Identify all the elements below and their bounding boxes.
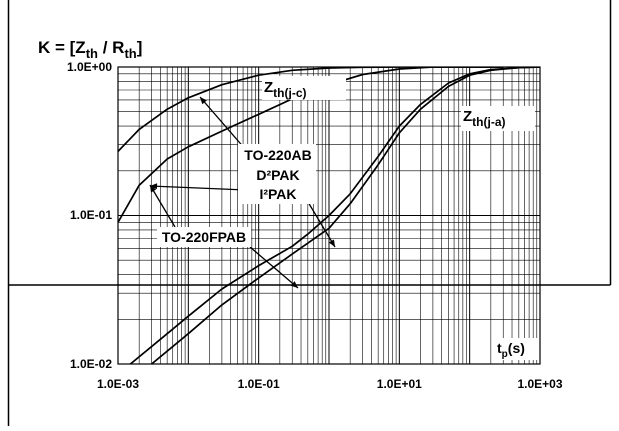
series-line-3 [129, 67, 540, 364]
arrow-to-ab-ja-curve [307, 201, 336, 248]
x-tick-label: 1.0E-03 [97, 377, 139, 391]
arrow-to-fp-jc-curve-head [150, 183, 158, 190]
plot-frame [117, 66, 541, 365]
zthjc-label: Zth(j-c) [264, 79, 307, 100]
arrow-fp-to-jc-curve-head [150, 185, 157, 193]
pkg-label-i2pak: I²PAK [259, 186, 296, 202]
x-tick-label: 1.0E+01 [377, 377, 422, 391]
x-tick-label: 1.0E-01 [238, 377, 280, 391]
y-tick-label: 1.0E-02 [70, 357, 112, 371]
y-tick-label: 1.0E+00 [67, 60, 112, 74]
x-axis-label: tp(s) [497, 340, 525, 360]
grid [118, 67, 540, 364]
series-line-4 [151, 67, 540, 364]
pkg-fp-label-bg [157, 227, 251, 247]
chart-title: K = [Zth / Rth] [38, 38, 142, 61]
y-tick-label: 1.0E-01 [70, 208, 112, 222]
zthja-label: Zth(j-a) [463, 108, 506, 129]
zthjc-label-bg [262, 76, 346, 100]
pkg-label-to220ab: TO-220AB [244, 147, 311, 163]
arrow-to-ab-ja-curve-head [328, 239, 335, 247]
arrows-layer [149, 96, 336, 289]
arrow-fp-to-ja-curve [249, 246, 299, 289]
arrow-to-jc-curve-head [200, 97, 207, 105]
zthja-label-bg [461, 106, 535, 131]
xlabel-bg [494, 338, 538, 360]
pkg-label-to220fpab: TO-220FPAB [162, 229, 246, 245]
series-line-1 [118, 67, 504, 152]
arrow-fp-to-ja-curve-head [290, 281, 298, 288]
arrow-fp-to-jc-curve [149, 184, 176, 228]
arrow-to-jc-curve [199, 96, 247, 151]
pkg-label-bg [238, 144, 316, 204]
pkg-label-d2pak: D²PAK [256, 167, 299, 183]
x-tick-label: 1.0E+03 [517, 377, 562, 391]
arrow-to-fp-jc-curve [149, 185, 247, 191]
